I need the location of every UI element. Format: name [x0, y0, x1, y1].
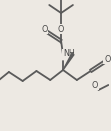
Text: O: O — [91, 81, 98, 89]
Text: O: O — [41, 24, 48, 34]
Text: NH: NH — [63, 50, 75, 59]
Text: O: O — [104, 54, 111, 64]
Polygon shape — [63, 53, 74, 70]
Text: O: O — [58, 24, 64, 34]
